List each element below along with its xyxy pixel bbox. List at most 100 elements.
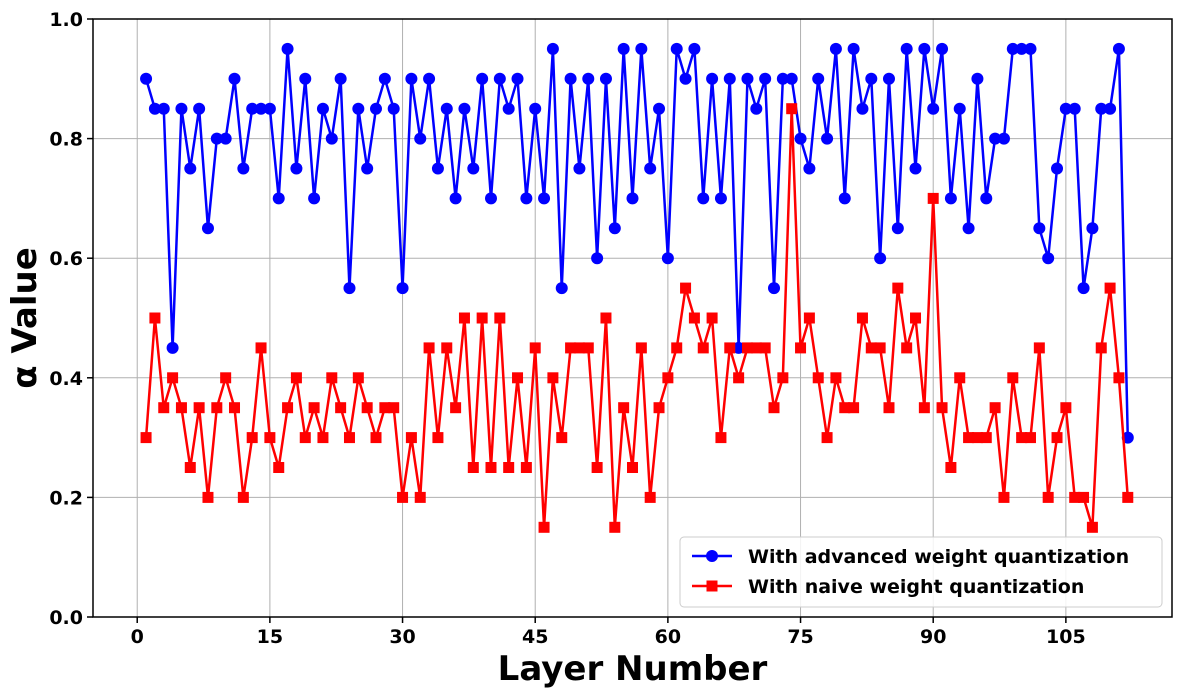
data-point	[308, 402, 320, 414]
data-point	[246, 102, 259, 115]
data-point	[786, 103, 798, 115]
data-point	[538, 521, 550, 533]
data-point	[661, 252, 674, 265]
data-point	[591, 252, 604, 265]
data-point	[1068, 102, 1081, 115]
y-tick-label: 0.4	[49, 368, 83, 390]
data-point	[671, 342, 683, 354]
data-point	[776, 72, 789, 85]
data-point	[670, 42, 683, 55]
data-point	[1051, 162, 1064, 175]
data-point	[759, 342, 771, 354]
data-point	[264, 432, 276, 444]
data-point	[626, 192, 639, 205]
data-point	[918, 402, 930, 414]
data-point	[829, 42, 842, 55]
data-point	[485, 462, 497, 473]
data-point	[370, 102, 383, 115]
y-tick-label: 0.8	[49, 129, 83, 151]
data-point	[1095, 102, 1108, 115]
data-point	[158, 402, 170, 414]
data-point	[450, 402, 462, 414]
data-point	[246, 432, 258, 444]
data-point	[936, 402, 948, 414]
data-point	[750, 342, 762, 354]
data-point	[467, 162, 480, 175]
data-point	[688, 312, 700, 324]
data-point	[458, 102, 471, 115]
data-point	[723, 72, 736, 85]
data-point	[1015, 42, 1028, 55]
data-point	[378, 72, 391, 85]
data-point	[635, 42, 648, 55]
data-point	[848, 402, 860, 414]
data-point	[149, 312, 161, 324]
data-point	[785, 72, 798, 85]
data-point	[582, 342, 594, 354]
data-point	[335, 402, 347, 414]
data-point	[397, 491, 409, 503]
data-point	[529, 102, 542, 115]
data-point	[229, 402, 241, 414]
data-point	[962, 222, 975, 235]
legend-label: With naive weight quantization	[748, 576, 1084, 598]
data-point	[396, 282, 409, 295]
data-point	[282, 402, 294, 414]
data-point	[316, 102, 329, 115]
data-point	[1069, 491, 1081, 503]
data-point	[511, 72, 524, 85]
data-point	[494, 312, 506, 324]
data-point	[989, 402, 1001, 414]
data-point	[989, 132, 1002, 145]
data-point	[493, 72, 506, 85]
data-point	[732, 341, 745, 354]
data-point	[644, 491, 656, 503]
y-tick-label: 0.2	[49, 487, 83, 509]
data-point	[759, 72, 772, 85]
series-1	[140, 42, 1134, 444]
series-layer	[140, 42, 1134, 533]
data-point	[627, 462, 638, 473]
data-point	[219, 132, 232, 145]
data-point	[502, 102, 515, 115]
data-point	[175, 102, 188, 115]
data-point	[653, 402, 665, 414]
data-point	[167, 372, 179, 384]
data-point	[971, 432, 983, 444]
data-point	[874, 342, 886, 354]
data-point	[892, 282, 904, 294]
data-point	[609, 521, 621, 533]
data-point	[299, 72, 312, 85]
data-point	[1006, 42, 1019, 55]
data-point	[839, 402, 851, 414]
data-point	[891, 222, 904, 235]
data-point	[414, 132, 427, 145]
data-point	[299, 432, 311, 444]
data-point	[1122, 491, 1134, 503]
data-point	[608, 222, 621, 235]
data-point	[706, 72, 719, 85]
x-axis-title: Layer Number	[498, 649, 768, 689]
data-point	[343, 282, 356, 295]
data-point	[432, 432, 444, 444]
series-line	[144, 47, 1130, 438]
data-point	[228, 72, 241, 85]
data-point	[440, 102, 453, 115]
data-point	[1024, 42, 1037, 55]
data-point	[821, 432, 833, 444]
data-point	[714, 192, 727, 205]
data-point	[918, 42, 931, 55]
data-point	[910, 312, 922, 324]
data-point	[441, 342, 453, 354]
data-point	[414, 491, 426, 503]
x-tick-label: 105	[1046, 626, 1086, 648]
data-point	[944, 192, 957, 205]
data-point	[953, 102, 966, 115]
data-point	[803, 312, 815, 324]
data-point	[954, 372, 966, 384]
data-point	[361, 162, 374, 175]
data-point	[140, 72, 153, 85]
legend-item: With naive weight quantization	[692, 576, 1084, 598]
data-point	[184, 462, 196, 473]
data-point	[405, 432, 417, 444]
